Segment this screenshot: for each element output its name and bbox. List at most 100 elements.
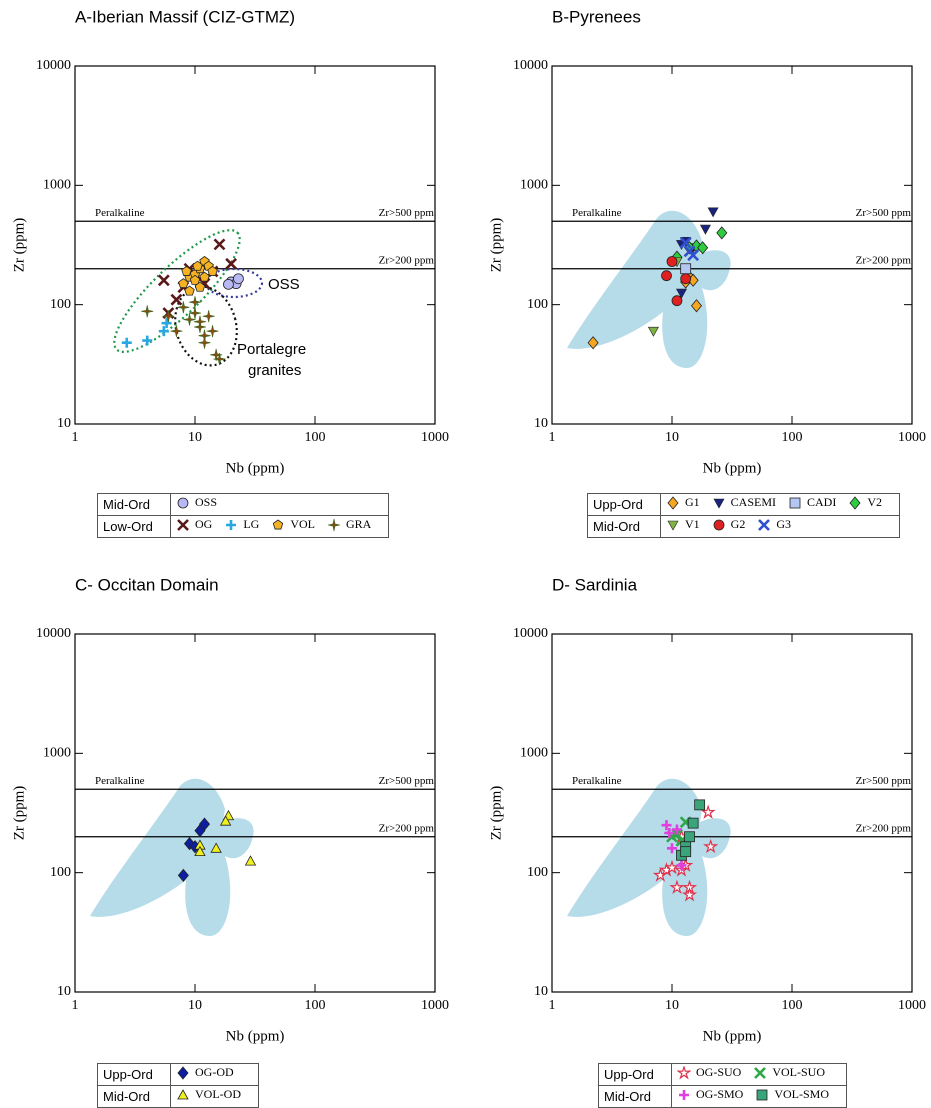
legend-label: LG (243, 517, 260, 532)
legend-label: OG-SUO (696, 1065, 742, 1080)
reference-note: Peralkaline (572, 207, 622, 219)
legend-row: Mid-Ord OSS (97, 493, 390, 516)
legend-item: V2 (848, 495, 882, 510)
x-tick-label: 100 (305, 998, 326, 1013)
legend-swatch (677, 1065, 691, 1080)
data-point (202, 310, 215, 323)
x-tick-label: 100 (782, 998, 803, 1013)
x-tick-label: 100 (782, 430, 803, 445)
legend-label: OG-SMO (696, 1087, 744, 1102)
legend-group-label: Mid-Ord (587, 515, 661, 538)
legend-label: V2 (867, 495, 883, 510)
data-point (671, 824, 682, 835)
reference-note: Peralkaline (95, 207, 145, 219)
data-point (667, 843, 677, 854)
reference-label: Zr>500 ppm (379, 207, 435, 219)
data-point (697, 241, 709, 255)
legend-swatch (177, 1066, 189, 1080)
legend-items: V1 G2 G3 (659, 515, 901, 538)
data-point (170, 325, 183, 338)
legend-marker (758, 518, 771, 531)
data-point (661, 270, 672, 282)
legend-swatch (756, 1089, 768, 1101)
legend-label: G3 (776, 517, 792, 532)
legend-items: OG-SMO VOL-SMO (670, 1085, 848, 1108)
legend-item: VOL-OD (176, 1087, 241, 1102)
outline (113, 229, 241, 353)
y-tick-label: 1000 (43, 746, 71, 761)
legend-swatch (667, 496, 679, 510)
legend-group-label: Upp-Ord (97, 1063, 171, 1086)
legend-marker (226, 519, 237, 530)
data-point (675, 288, 688, 299)
reference-label: Zr>500 ppm (379, 775, 435, 787)
data-point (141, 305, 154, 318)
legend-swatch (679, 1089, 689, 1100)
data-point (680, 273, 692, 285)
legend-marker (754, 1066, 767, 1079)
legend-item: G1 (666, 495, 700, 510)
data-point (213, 238, 226, 251)
y-tick-label: 100 (527, 865, 548, 880)
legend-label: OSS (195, 495, 218, 510)
x-tick-label: 1 (549, 430, 556, 445)
y-tick-label: 10000 (513, 626, 548, 641)
chart-title: A-Iberian Massif (CIZ-GTMZ) (75, 7, 295, 26)
x-axis-label: Nb (ppm) (226, 460, 285, 476)
legend-swatch (758, 518, 771, 531)
data-point (679, 236, 692, 249)
data-point (687, 249, 700, 262)
x-tick-label: 1 (549, 998, 556, 1013)
y-tick-label: 10 (57, 984, 71, 999)
reference-label: Zr>200 ppm (379, 254, 435, 266)
x-tick-label: 1000 (421, 998, 449, 1013)
legend-label: G1 (685, 495, 700, 510)
data-point (669, 879, 685, 895)
legend-swatch (327, 518, 341, 531)
x-tick-label: 1 (72, 998, 79, 1013)
legend-swatch (226, 519, 237, 530)
data-point (213, 353, 226, 366)
field (90, 778, 254, 936)
legend-group-label: Upp-Ord (587, 493, 661, 516)
x-tick-label: 10 (665, 998, 679, 1013)
data-point (206, 325, 219, 338)
legend-item: OG-OD (176, 1065, 234, 1080)
legend-items: OG LG VOL GRA (169, 515, 390, 538)
data-point (647, 326, 659, 337)
legend-items: G1 CASEMI CADI V2 (659, 493, 901, 516)
data-point (181, 265, 192, 276)
legend-swatch (789, 497, 801, 509)
legend-swatch (754, 1066, 767, 1079)
legend-swatch (177, 497, 189, 509)
legend-swatch (177, 1088, 189, 1100)
y-tick-label: 1000 (43, 178, 71, 193)
legend-row: Mid-Ord V1 G2 G3 (587, 515, 901, 538)
data-point (244, 855, 257, 866)
legend-marker (849, 496, 861, 510)
legend-row: Low-Ord OG LG VOL GRA (97, 515, 390, 538)
x-tick-label: 100 (305, 430, 326, 445)
legend-item: OG-SMO (677, 1087, 743, 1102)
y-tick-label: 10000 (513, 58, 548, 73)
legend-group-label: Mid-Ord (97, 493, 171, 516)
legend-item: GRA (327, 517, 371, 532)
legend-row: Mid-Ord VOL-OD (97, 1085, 259, 1108)
legend-group-label: Upp-Ord (598, 1063, 672, 1086)
legend-group-label: Mid-Ord (598, 1085, 672, 1108)
data-point (162, 310, 175, 323)
legend-items: OG-OD (170, 1063, 259, 1086)
legend-item: G3 (757, 517, 791, 532)
legend-marker (789, 497, 801, 509)
data-point (666, 256, 678, 267)
legend-item: VOL-SMO (755, 1087, 829, 1102)
legend-label: GRA (346, 517, 372, 532)
data-point (687, 817, 699, 829)
legend-marker (713, 519, 725, 531)
legend-marker (756, 1089, 768, 1101)
y-axis-label: Zr (ppm) (11, 218, 27, 273)
data-point (189, 274, 201, 285)
data-point (699, 224, 711, 235)
legend-swatch (177, 518, 189, 531)
